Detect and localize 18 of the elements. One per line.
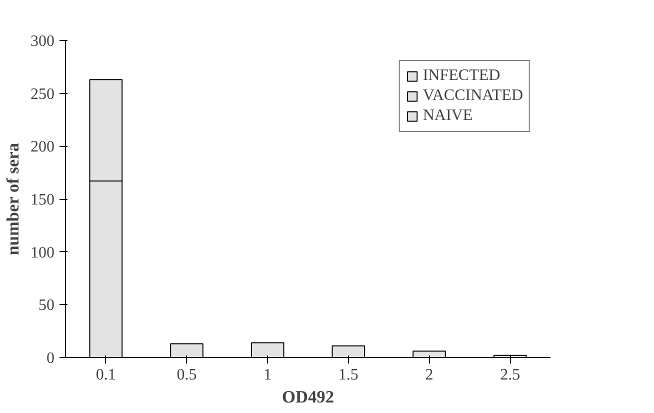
legend-label: NAIVE [422,107,473,125]
x-axis-title: OD492 [282,388,334,406]
x-tick-label: 0.5 [176,366,197,384]
x-tick-label: 1.5 [338,366,358,384]
x-tick-label: 0.1 [96,366,116,384]
x-tick-label: 1 [264,366,272,384]
y-tick-label: 100 [30,244,54,262]
y-tick-label: 0 [46,350,54,367]
y-axis-title: number of sera [4,142,22,256]
y-tick-label: 300 [30,33,54,50]
legend-label: VACCINATED [422,87,523,105]
legend-label: INFECTED [422,67,500,85]
y-tick-label: 250 [30,86,54,103]
y-tick-label: 150 [30,192,54,208]
y-tick-label: 200 [30,138,54,156]
x-tick-label: 2 [425,366,434,384]
x-tick-label: 2.5 [500,366,520,384]
y-tick-label: 50 [38,297,54,314]
